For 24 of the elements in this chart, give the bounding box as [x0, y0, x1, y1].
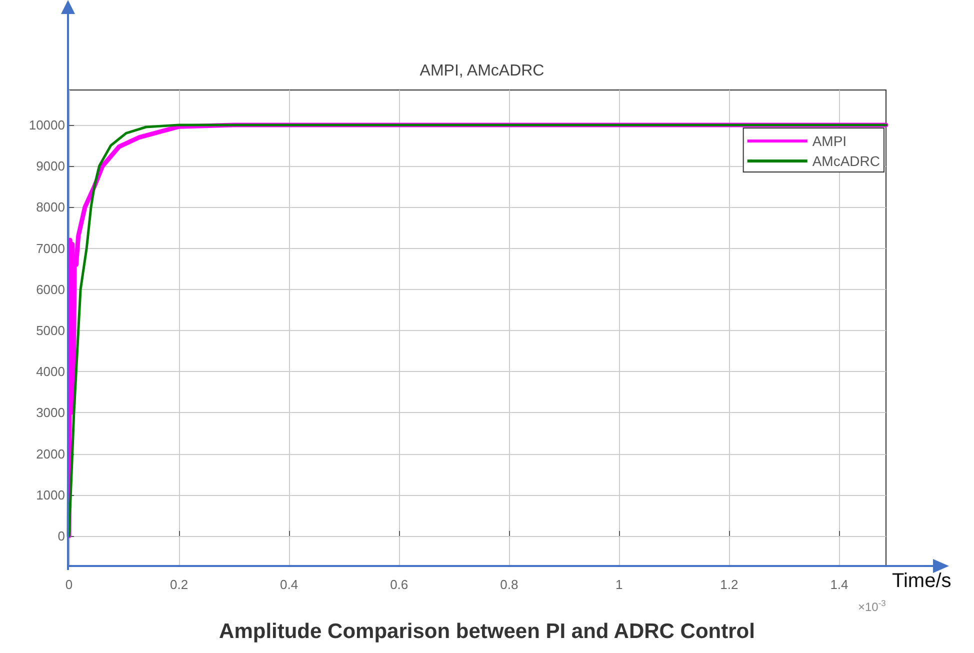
chart-title: AMPI, AMcADRC — [420, 62, 544, 80]
x-axis-title: Time/s — [892, 570, 952, 593]
x-tick-label: 1.4 — [830, 577, 848, 592]
y-tick-label: 10000 — [28, 117, 65, 132]
x-tick-label: 0.8 — [500, 577, 518, 592]
text: ×10$^{-3}$ — [858, 598, 886, 614]
y-tick-label: 1000 — [36, 487, 65, 502]
x-tick-label: 1 — [616, 577, 623, 592]
y-tick-label: 9000 — [36, 158, 65, 174]
y-tick-label: 2000 — [36, 446, 65, 462]
y-tick-label: 0 — [58, 528, 65, 544]
legend-label: AMPI — [812, 133, 847, 149]
legend-label: AMcADRC — [812, 153, 880, 169]
x-tick-label: 1.2 — [720, 577, 738, 592]
y-tick-label: 3000 — [36, 405, 65, 420]
x-tick-label: 0.4 — [280, 577, 298, 592]
x-tick-label: 0.2 — [170, 577, 188, 592]
y-tick-label: 6000 — [36, 282, 65, 297]
text: Amplitude Comparison between PI and ADRC Control — [218, 620, 756, 644]
y-tick-label: 8000 — [36, 200, 65, 215]
y-tick-label: 4000 — [36, 364, 65, 380]
x-tick-label: 0.6 — [390, 577, 408, 592]
y-tick-label: 5000 — [36, 322, 65, 338]
y-tick-label: 7000 — [36, 240, 65, 256]
